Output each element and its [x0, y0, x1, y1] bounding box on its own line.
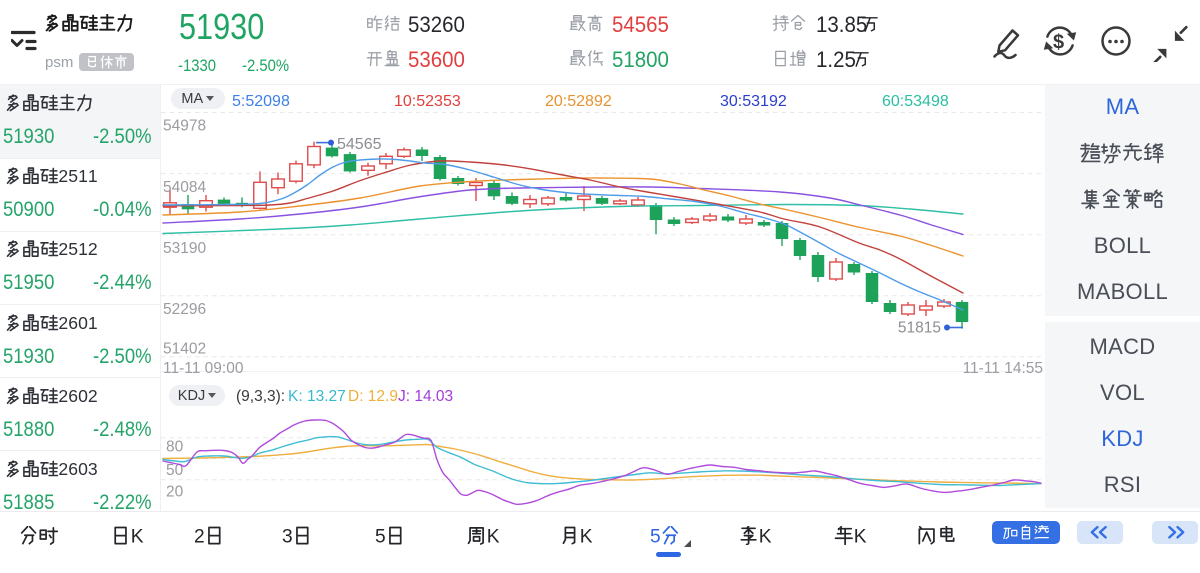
svg-text:54978: 54978: [163, 118, 206, 135]
svg-text:2: 2: [58, 167, 68, 185]
svg-text:2: 2: [58, 387, 68, 405]
svg-text:K: K: [580, 526, 593, 545]
svg-text:6: 6: [68, 314, 78, 332]
svg-text:K: K: [131, 526, 144, 545]
svg-text:1: 1: [88, 314, 98, 332]
svg-text:$: $: [1053, 32, 1064, 54]
svg-text:6: 6: [68, 460, 78, 478]
svg-text:0: 0: [78, 460, 88, 478]
svg-text:K: K: [759, 526, 772, 545]
svg-text:K: K: [487, 526, 500, 545]
svg-text:1: 1: [88, 167, 98, 185]
svg-text:1: 1: [78, 167, 88, 185]
svg-text:50: 50: [166, 462, 184, 479]
svg-text:1: 1: [78, 240, 88, 258]
svg-text:53190: 53190: [163, 240, 206, 257]
svg-text:5: 5: [68, 167, 78, 185]
svg-text:2: 2: [58, 460, 68, 478]
svg-text:5: 5: [650, 526, 661, 545]
svg-text:54565: 54565: [337, 136, 382, 153]
svg-text:51815: 51815: [898, 320, 941, 337]
svg-text:2: 2: [58, 314, 68, 332]
svg-text:20: 20: [166, 484, 184, 501]
svg-text:11-11 09:00: 11-11 09:00: [163, 360, 244, 377]
svg-text:0: 0: [78, 314, 88, 332]
svg-text:3: 3: [282, 526, 293, 545]
svg-text:2: 2: [58, 240, 68, 258]
svg-text:5: 5: [375, 526, 386, 545]
svg-text:52296: 52296: [163, 301, 206, 318]
svg-text:3: 3: [88, 460, 98, 478]
svg-text:51402: 51402: [163, 341, 206, 358]
svg-text:K: K: [854, 526, 867, 545]
svg-text:2: 2: [88, 240, 98, 258]
svg-text:2: 2: [88, 387, 98, 405]
svg-text:6: 6: [68, 387, 78, 405]
svg-text:2: 2: [194, 526, 205, 545]
svg-text:54084: 54084: [163, 179, 206, 196]
svg-text:80: 80: [166, 439, 184, 456]
svg-text:0: 0: [78, 387, 88, 405]
svg-text:11-11 14:55: 11-11 14:55: [963, 360, 1043, 377]
svg-text:5: 5: [68, 240, 78, 258]
